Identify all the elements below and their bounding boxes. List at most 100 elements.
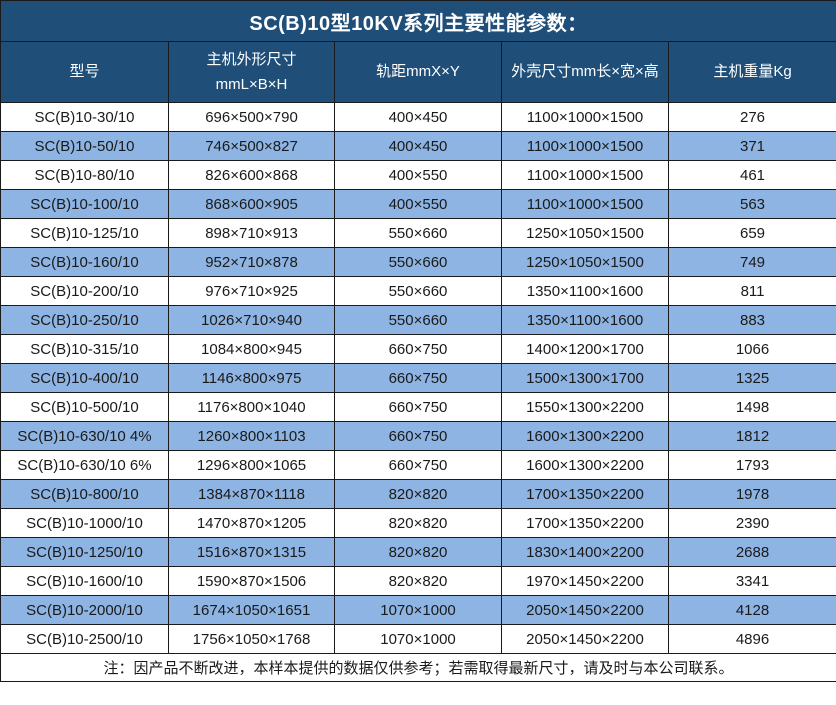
cell-shell-dimensions: 1400×1200×1700 <box>501 334 669 364</box>
cell-weight: 2390 <box>667 508 836 538</box>
cell-main-dimensions: 696×500×790 <box>168 102 335 132</box>
cell-track-gauge: 400×550 <box>334 189 502 219</box>
table-row: SC(B)10-100/10 868×600×905 400×550 1100×100… <box>0 189 836 219</box>
col-header-model-label: 型号 <box>69 63 100 81</box>
table-row: SC(B)10-80/10 826×600×868 400×550 1100×1000… <box>0 160 836 190</box>
cell-shell-dimensions: 2050×1450×2200 <box>501 624 669 654</box>
cell-weight: 1793 <box>667 450 836 480</box>
col-header-model: 型号 <box>0 41 169 103</box>
table-row: SC(B)10-125/10 898×710×913 550×660 1250×105… <box>0 218 836 248</box>
cell-main-dimensions: 1026×710×940 <box>168 305 335 335</box>
cell-shell-dimensions: 1250×1050×1500 <box>501 247 669 277</box>
cell-model: SC(B)10-630/10 6% <box>0 450 169 480</box>
cell-track-gauge: 400×450 <box>334 102 502 132</box>
cell-track-gauge: 550×660 <box>334 276 502 306</box>
table-row: SC(B)10-1250/10 1516×870×1315 820×820 1830×… <box>0 537 836 567</box>
cell-model: SC(B)10-1000/10 <box>0 508 169 538</box>
table-row: SC(B)10-400/10 1146×800×975 660×750 1500×13… <box>0 363 836 393</box>
cell-model: SC(B)10-315/10 <box>0 334 169 364</box>
header-row: 型号 主机外形尺寸 mmL×B×H 轨距mmX×Y 外壳尺寸mm长×宽×高 主机… <box>0 41 836 103</box>
cell-main-dimensions: 1296×800×1065 <box>168 450 335 480</box>
cell-track-gauge: 550×660 <box>334 305 502 335</box>
cell-weight: 749 <box>667 247 836 277</box>
cell-model: SC(B)10-80/10 <box>0 160 169 190</box>
cell-main-dimensions: 976×710×925 <box>168 276 335 306</box>
cell-track-gauge: 660×750 <box>334 450 502 480</box>
table-row: SC(B)10-2500/10 1756×1050×1768 1070×1000 20… <box>0 624 836 654</box>
cell-shell-dimensions: 1350×1100×1600 <box>501 276 669 306</box>
cell-model: SC(B)10-30/10 <box>0 102 169 132</box>
cell-shell-dimensions: 1970×1450×2200 <box>501 566 669 596</box>
cell-main-dimensions: 952×710×878 <box>168 247 335 277</box>
cell-main-dimensions: 1470×870×1205 <box>168 508 335 538</box>
cell-weight: 811 <box>667 276 836 306</box>
cell-model: SC(B)10-1600/10 <box>0 566 169 596</box>
table-row: SC(B)10-50/10 746×500×827 400×450 1100×1000… <box>0 131 836 161</box>
cell-shell-dimensions: 1350×1100×1600 <box>501 305 669 335</box>
table-row: SC(B)10-315/10 1084×800×945 660×750 1400×12… <box>0 334 836 364</box>
cell-main-dimensions: 1674×1050×1651 <box>168 595 335 625</box>
cell-weight: 1325 <box>667 363 836 393</box>
cell-track-gauge: 820×820 <box>334 537 502 567</box>
table-row: SC(B)10-2000/10 1674×1050×1651 1070×1000 20… <box>0 595 836 625</box>
cell-track-gauge: 660×750 <box>334 334 502 364</box>
col-header-shell-dimensions-label: 外壳尺寸mm长×宽×高 <box>511 63 659 81</box>
cell-model: SC(B)10-250/10 <box>0 305 169 335</box>
cell-main-dimensions: 1590×870×1506 <box>168 566 335 596</box>
cell-main-dimensions: 1384×870×1118 <box>168 479 335 509</box>
cell-shell-dimensions: 1830×1400×2200 <box>501 537 669 567</box>
cell-model: SC(B)10-100/10 <box>0 189 169 219</box>
cell-track-gauge: 820×820 <box>334 508 502 538</box>
cell-shell-dimensions: 1550×1300×2200 <box>501 392 669 422</box>
table-row: SC(B)10-630/10 4% 1260×800×1103 660×750 160… <box>0 421 836 451</box>
col-header-weight: 主机重量Kg <box>667 41 836 103</box>
cell-shell-dimensions: 1100×1000×1500 <box>501 102 669 132</box>
cell-shell-dimensions: 1100×1000×1500 <box>501 131 669 161</box>
cell-main-dimensions: 746×500×827 <box>168 131 335 161</box>
cell-shell-dimensions: 1500×1300×1700 <box>501 363 669 393</box>
cell-track-gauge: 550×660 <box>334 218 502 248</box>
cell-track-gauge: 660×750 <box>334 421 502 451</box>
spec-table: SC(B)10型10KV系列主要性能参数： 型号 主机外形尺寸 mmL×B×H … <box>0 0 836 682</box>
cell-shell-dimensions: 1700×1350×2200 <box>501 508 669 538</box>
cell-weight: 276 <box>667 102 836 132</box>
cell-model: SC(B)10-2500/10 <box>0 624 169 654</box>
cell-main-dimensions: 1146×800×975 <box>168 363 335 393</box>
cell-shell-dimensions: 1600×1300×2200 <box>501 450 669 480</box>
cell-model: SC(B)10-2000/10 <box>0 595 169 625</box>
col-header-main-dimensions-label: 主机外形尺寸 <box>206 50 297 68</box>
cell-main-dimensions: 1260×800×1103 <box>168 421 335 451</box>
table-row: SC(B)10-250/10 1026×710×940 550×660 1350×11… <box>0 305 836 335</box>
table-row: SC(B)10-200/10 976×710×925 550×660 1350×110… <box>0 276 836 306</box>
cell-track-gauge: 820×820 <box>334 566 502 596</box>
col-header-shell-dimensions: 外壳尺寸mm长×宽×高 <box>501 41 669 103</box>
cell-track-gauge: 400×550 <box>334 160 502 190</box>
table-row: SC(B)10-1000/10 1470×870×1205 820×820 1700×… <box>0 508 836 538</box>
cell-track-gauge: 1070×1000 <box>334 595 502 625</box>
cell-model: SC(B)10-500/10 <box>0 392 169 422</box>
cell-weight: 1978 <box>667 479 836 509</box>
cell-model: SC(B)10-50/10 <box>0 131 169 161</box>
cell-model: SC(B)10-630/10 4% <box>0 421 169 451</box>
cell-track-gauge: 820×820 <box>334 479 502 509</box>
cell-model: SC(B)10-800/10 <box>0 479 169 509</box>
table-row: SC(B)10-160/10 952×710×878 550×660 1250×105… <box>0 247 836 277</box>
col-header-track-gauge: 轨距mmX×Y <box>334 41 502 103</box>
cell-main-dimensions: 826×600×868 <box>168 160 335 190</box>
cell-weight: 4128 <box>667 595 836 625</box>
cell-main-dimensions: 1084×800×945 <box>168 334 335 364</box>
cell-main-dimensions: 1176×800×1040 <box>168 392 335 422</box>
table-row: SC(B)10-1600/10 1590×870×1506 820×820 1970×… <box>0 566 836 596</box>
cell-track-gauge: 1070×1000 <box>334 624 502 654</box>
cell-shell-dimensions: 1700×1350×2200 <box>501 479 669 509</box>
title-row: SC(B)10型10KV系列主要性能参数： <box>0 0 836 42</box>
col-header-weight-label: 主机重量Kg <box>713 63 792 81</box>
cell-weight: 1498 <box>667 392 836 422</box>
cell-shell-dimensions: 1600×1300×2200 <box>501 421 669 451</box>
cell-weight: 1812 <box>667 421 836 451</box>
table-row: SC(B)10-30/10 696×500×790 400×450 1100×1000… <box>0 102 836 132</box>
footer-note: 注：因产品不断改进，本样本提供的数据仅供参考；若需取得最新尺寸，请及时与本公司联… <box>0 653 836 682</box>
table-row: SC(B)10-630/10 6% 1296×800×1065 660×750 160… <box>0 450 836 480</box>
col-header-main-dimensions: 主机外形尺寸 mmL×B×H <box>168 41 335 103</box>
table-row: SC(B)10-800/10 1384×870×1118 820×820 1700×1… <box>0 479 836 509</box>
